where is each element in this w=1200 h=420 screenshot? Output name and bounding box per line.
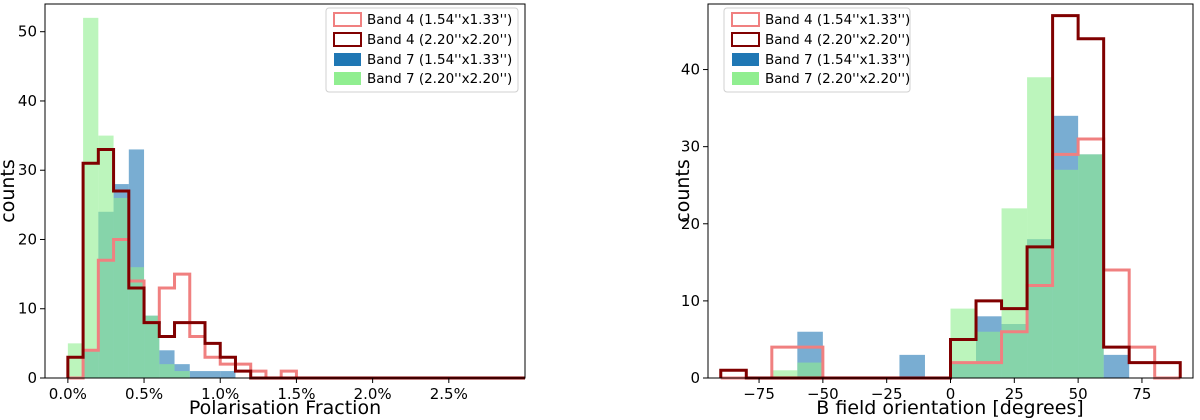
legend-label-band4-small: Band 4 (1.54''x1.33'') xyxy=(765,12,910,28)
x-tick-label: 2.5% xyxy=(430,385,468,403)
bar-band-7-2-20-x2-20-bin-1 xyxy=(83,17,99,378)
x-tick-label: 75 xyxy=(1132,385,1151,403)
legend-swatch-band7-large xyxy=(732,72,759,85)
legend-swatch-band4-large xyxy=(333,32,362,47)
step-line-band-4-1-54-x1-33 xyxy=(720,137,1181,380)
y-tick-label: 50 xyxy=(18,23,37,41)
legend-swatch-band7-small xyxy=(334,53,361,66)
polarisation-fraction-histogram: 0.0% 0.5% 1.0% 1.5% 2.0% 2.5% 0 10 20 30 40 50 Pol… xyxy=(0,3,526,419)
bar-band-7-2-20-x2-20-bin-2 xyxy=(98,135,114,378)
legend-box xyxy=(325,7,519,93)
legend-swatch-band4-small xyxy=(731,12,760,27)
x-tick-label: 0 xyxy=(946,385,956,403)
x-axis-label: B field orientation [degrees] xyxy=(816,397,1083,419)
bar-band-7-1-54-x1-33-bin-8 xyxy=(189,371,205,378)
y-tick-label: 0 xyxy=(27,369,37,387)
plot-frame xyxy=(44,3,526,379)
bar-band-7-2-20-x2-20-bin-5 xyxy=(144,315,160,378)
bar-band-7-1-54-x1-33-bin-7 xyxy=(899,354,925,378)
legend: Band 4 (1.54''x1.33'') Band 4 (2.20''x2.… xyxy=(723,7,911,93)
y-axis-ticks: 0 10 20 30 40 50 xyxy=(18,23,45,387)
x-tick-label: −75 xyxy=(743,385,775,403)
legend-label-band7-small: Band 7 (1.54''x1.33'') xyxy=(367,52,512,68)
legend-swatch-band7-small xyxy=(732,53,759,66)
histogram-bars xyxy=(719,14,1182,380)
x-tick-label: 0.5% xyxy=(125,385,163,403)
y-axis-ticks: 0 10 20 30 40 xyxy=(681,61,708,387)
bar-band-7-2-20-x2-20-bin-12 xyxy=(1027,77,1053,379)
x-tick-label: 2.0% xyxy=(354,385,392,403)
bar-band-7-2-20-x2-20-bin-11 xyxy=(1001,208,1028,378)
y-tick-label: 10 xyxy=(18,300,37,318)
legend-box xyxy=(723,7,911,93)
legend-label-band4-large: Band 4 (2.20''x2.20'') xyxy=(765,32,910,48)
x-tick-label: 0.0% xyxy=(49,385,87,403)
x-tick-label: 50 xyxy=(1069,385,1088,403)
bar-band-7-2-20-x2-20-bin-6 xyxy=(159,364,175,378)
bar-band-7-1-54-x1-33-bin-15 xyxy=(1103,354,1130,378)
x-tick-label: 25 xyxy=(1005,385,1024,403)
y-tick-label: 30 xyxy=(18,161,37,179)
x-axis-ticks: 0.0% 0.5% 1.0% 1.5% 2.0% 2.5% xyxy=(49,378,468,403)
legend-swatch-band7-large xyxy=(334,72,361,85)
legend-swatch-band4-large xyxy=(731,32,760,47)
y-axis-label: counts xyxy=(0,159,19,223)
legend-label-band7-small: Band 7 (1.54''x1.33'') xyxy=(765,52,910,68)
x-axis-ticks: −75 −50 −25 0 25 50 75 xyxy=(743,378,1151,403)
y-tick-label: 30 xyxy=(681,138,700,156)
bar-band-7-2-20-x2-20-bin-7 xyxy=(174,371,190,378)
x-tick-label: −50 xyxy=(807,385,839,403)
bar-band-7-2-20-x2-20-bin-4 xyxy=(128,267,145,378)
legend-label-band7-large: Band 7 (2.20''x2.20'') xyxy=(367,71,512,87)
bar-band-7-2-20-x2-20-bin-13 xyxy=(1052,169,1079,378)
bar-band-7-1-54-x1-33-bin-9 xyxy=(205,371,221,378)
legend-label-band4-large: Band 4 (2.20''x2.20'') xyxy=(367,32,512,48)
bar-band-7-2-20-x2-20-bin-3 xyxy=(113,197,129,378)
y-axis-label: counts xyxy=(672,159,694,223)
b-field-orientation-histogram: −75 −50 −25 0 25 50 75 0 10 20 30 40 B field orien… xyxy=(672,3,1194,419)
bar-band-7-2-20-x2-20-bin-10 xyxy=(976,331,1002,378)
bar-band-7-2-20-x2-20-bin-3 xyxy=(797,362,823,378)
x-tick-label: −25 xyxy=(871,385,903,403)
bar-band-7-1-54-x1-33-bin-10 xyxy=(220,371,236,378)
y-tick-label: 10 xyxy=(681,292,700,310)
y-tick-label: 0 xyxy=(690,369,700,387)
histogram-bars xyxy=(66,17,525,380)
legend-label-band7-large: Band 7 (2.20''x2.20'') xyxy=(765,71,910,87)
y-tick-label: 20 xyxy=(18,230,37,248)
legend: Band 4 (1.54''x1.33'') Band 4 (2.20''x2.… xyxy=(325,7,519,93)
bar-band-7-2-20-x2-20-bin-2 xyxy=(771,370,798,378)
bar-band-7-2-20-x2-20-bin-14 xyxy=(1078,154,1104,378)
bar-band-7-2-20-x2-20-bin-0 xyxy=(67,343,84,378)
x-axis-label: Polarisation Fraction xyxy=(189,397,381,419)
y-tick-label: 20 xyxy=(681,215,700,233)
y-tick-label: 40 xyxy=(681,61,700,79)
legend-label-band4-small: Band 4 (1.54''x1.33'') xyxy=(367,12,512,28)
x-tick-label: 1.5% xyxy=(277,385,315,403)
bar-band-7-2-20-x2-20-bin-9 xyxy=(950,308,977,378)
y-tick-label: 40 xyxy=(18,92,37,110)
legend-swatch-band4-small xyxy=(333,12,362,27)
x-tick-label: 1.0% xyxy=(201,385,239,403)
